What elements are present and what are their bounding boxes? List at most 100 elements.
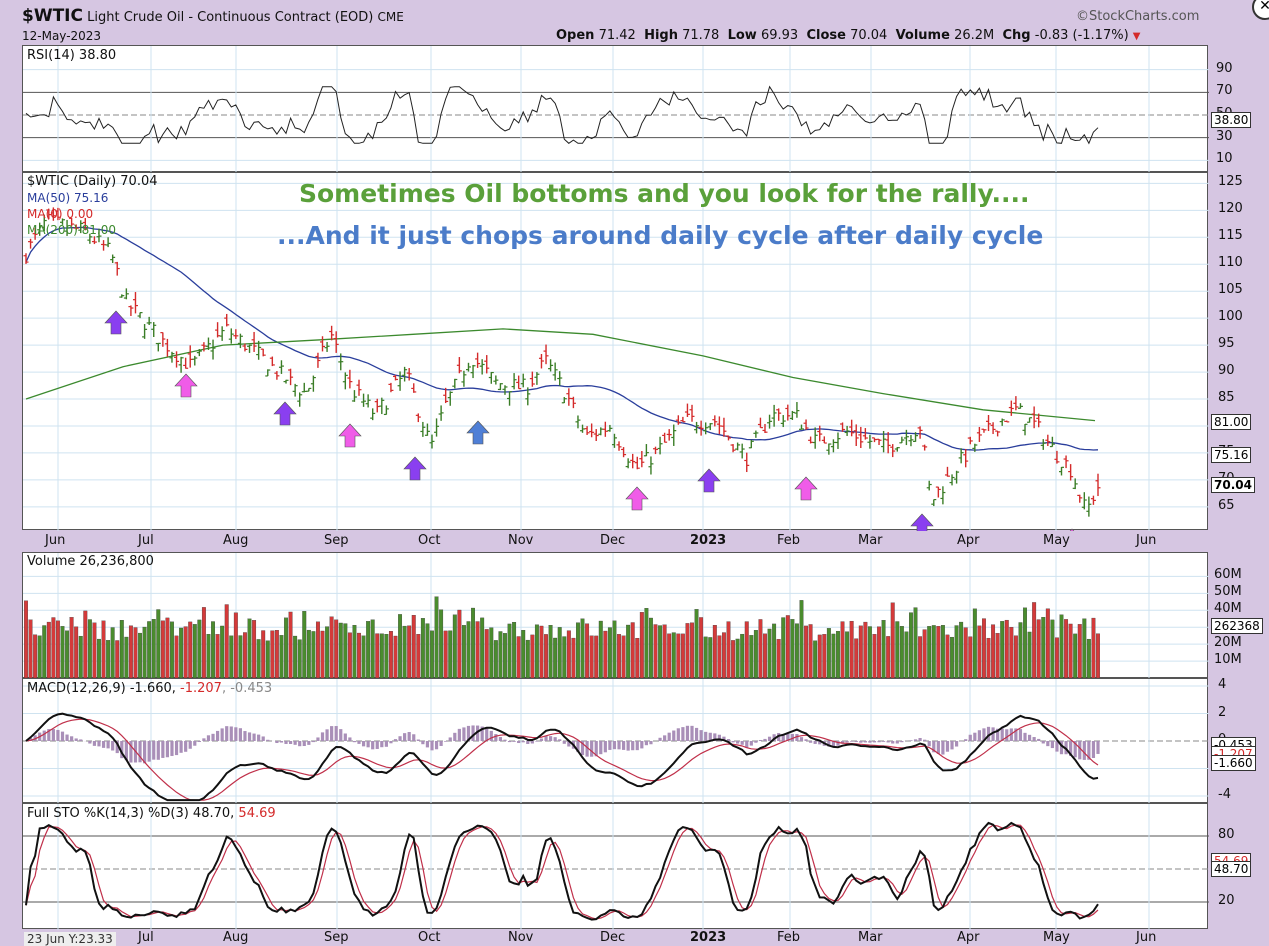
sto-label: Full STO %K(14,3) %D(3) 48.70, 54.69	[27, 806, 276, 821]
macd-histogram-bar	[503, 740, 506, 741]
sto-k-value: Full STO %K(14,3) %D(3) 48.70,	[27, 806, 238, 821]
volume-bar	[444, 631, 448, 678]
macd-histogram-bar	[544, 736, 547, 741]
volume-bar	[462, 625, 466, 678]
macd-histogram-bar	[731, 741, 734, 742]
volume-bar	[1083, 619, 1087, 678]
macd-histogram-bar	[148, 741, 151, 762]
volume-bar	[371, 620, 375, 678]
volume-bar	[344, 624, 348, 678]
macd-histogram-bar	[266, 740, 269, 741]
volume-bar	[307, 630, 311, 678]
month-axis-label: Dec	[600, 533, 625, 548]
macd-histogram-bar	[444, 741, 447, 742]
macd-histogram-bar	[750, 741, 753, 746]
volume-bar	[120, 620, 124, 678]
volume-bar	[772, 624, 776, 678]
volume-bar	[1078, 624, 1082, 678]
macd-histogram-bar	[640, 741, 643, 748]
macd-histogram-bar	[294, 741, 297, 745]
volume-bar	[289, 612, 293, 678]
macd-histogram-bar	[672, 731, 675, 741]
volume-bar	[508, 624, 512, 678]
open-value: 71.42	[599, 28, 636, 43]
macd-histogram-bar	[348, 737, 351, 741]
macd-hist-value: , -0.453	[222, 681, 272, 696]
month-axis-label: Jul	[138, 533, 154, 548]
macd-main-value: MACD(12,26,9) -1.660,	[27, 681, 180, 696]
volume-bar	[239, 636, 243, 678]
macd-histogram-bar	[508, 741, 511, 742]
macd-histogram-bar	[221, 728, 224, 741]
macd-histogram-bar	[289, 741, 292, 744]
macd-histogram-bar	[440, 741, 443, 746]
macd-histogram-bar	[225, 726, 228, 741]
volume-bar	[631, 623, 635, 678]
volume-bar	[686, 623, 690, 678]
month-axis-label: Jun	[45, 533, 65, 548]
macd-histogram-bar	[864, 741, 867, 742]
volume-bar	[1073, 634, 1077, 678]
rsi-axis-tick: 70	[1216, 83, 1233, 98]
macd-histogram-bar	[526, 741, 529, 744]
volume-bar	[129, 626, 133, 678]
close-icon[interactable]: ✕	[1252, 0, 1269, 20]
macd-histogram-bar	[540, 739, 543, 741]
volume-bar	[339, 623, 343, 678]
volume-bar	[777, 639, 781, 678]
volume-bar	[1069, 624, 1073, 678]
macd-histogram-bar	[353, 741, 356, 742]
macd-histogram-bar	[522, 741, 525, 742]
macd-histogram-bar	[376, 741, 379, 749]
ma0-label: MA(0) 0.00	[27, 207, 93, 221]
macd-histogram-bar	[846, 741, 849, 742]
volume-bar	[494, 640, 498, 678]
volume-bar	[873, 634, 877, 678]
volume-bar	[923, 630, 927, 678]
volume-bar	[891, 603, 895, 678]
macd-histogram-bar	[193, 741, 196, 746]
macd-histogram-bar	[941, 741, 944, 755]
macd-histogram-bar	[850, 741, 853, 742]
macd-histogram-bar	[216, 731, 219, 741]
volume-bar	[950, 637, 954, 678]
volume-bar	[115, 640, 119, 678]
macd-histogram-bar	[549, 736, 552, 741]
macd-histogram-bar	[604, 741, 607, 752]
macd-histogram-bar	[1096, 741, 1099, 754]
macd-histogram-bar	[946, 741, 949, 752]
volume-bar	[97, 639, 101, 678]
volume-bar	[968, 637, 972, 678]
volume-bar	[503, 633, 507, 678]
month-axis-label: Feb	[777, 533, 800, 548]
macd-histogram-bar	[800, 737, 803, 741]
ma50-tag: 75.16	[1211, 447, 1251, 463]
volume-bar	[225, 605, 229, 678]
macd-histogram-bar	[380, 741, 383, 747]
macd-histogram-bar	[608, 741, 611, 750]
macd-histogram-bar	[462, 727, 465, 741]
volume-bar	[1014, 636, 1018, 678]
macd-histogram-bar	[627, 741, 630, 751]
volume-bar	[813, 641, 817, 678]
macd-histogram-bar	[330, 726, 333, 741]
volume-bar	[827, 628, 831, 678]
volume-bar	[426, 624, 430, 678]
macd-histogram-bar	[252, 734, 255, 741]
volume-bar	[804, 626, 808, 678]
volume-bar	[594, 636, 598, 678]
volume-bar	[325, 627, 329, 678]
volume-tag: 262368	[1211, 618, 1263, 634]
volume-bar	[964, 628, 968, 678]
volume-bar	[818, 635, 822, 678]
macd-histogram-bar	[663, 735, 666, 741]
macd-histogram-bar	[211, 734, 214, 741]
macd-histogram-bar	[590, 741, 593, 757]
macd-histogram-bar	[700, 730, 703, 741]
rsi-label: RSI(14) 38.80	[27, 48, 116, 63]
volume-bar	[672, 633, 676, 678]
macd-histogram-bar	[243, 731, 246, 741]
volume-bar	[786, 615, 790, 678]
volume-bar	[1046, 609, 1050, 678]
volume-bar	[841, 622, 845, 678]
